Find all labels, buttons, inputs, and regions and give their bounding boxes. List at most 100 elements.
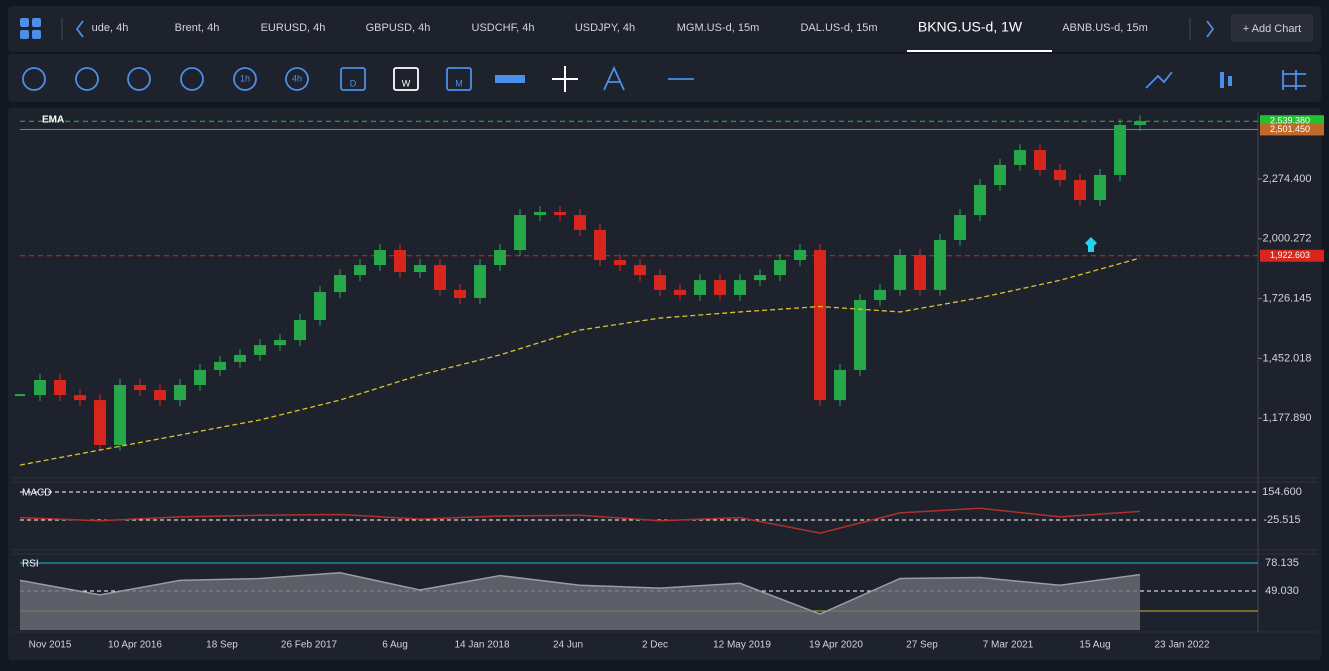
- add-chart-label[interactable]: + Add Chart: [1243, 23, 1301, 35]
- candle: [414, 265, 426, 273]
- toolbar-icon-label[interactable]: M: [455, 78, 463, 88]
- rsi-line: [19, 571, 1141, 615]
- add-chart-button[interactable]: [1231, 14, 1313, 42]
- candle: [174, 385, 186, 401]
- tab[interactable]: GBPUSD, 4h: [366, 22, 431, 34]
- price-level-box: [1260, 249, 1324, 262]
- y-tick-label: -25.515: [1263, 514, 1300, 526]
- x-tick-label: 2 Dec: [642, 640, 668, 651]
- candle: [874, 289, 886, 300]
- tab[interactable]: ABNB.US-d, 15m: [1062, 22, 1148, 34]
- tab[interactable]: EURUSD, 4h: [261, 22, 326, 34]
- candle: [434, 265, 446, 290]
- candle: [114, 385, 126, 446]
- candle: [194, 369, 206, 386]
- tabs-left[interactable]: [75, 20, 84, 38]
- candle: [994, 164, 1006, 185]
- tab[interactable]: DAL.US-d, 15m: [800, 22, 877, 34]
- indicator-label: EMA: [42, 115, 64, 126]
- candle: [254, 345, 266, 355]
- x-tick-label: 18 Sep: [206, 640, 238, 651]
- candle: [354, 265, 366, 276]
- candle: [94, 400, 106, 446]
- candle: [54, 380, 66, 396]
- candle: [314, 292, 326, 321]
- x-tick-label: 6 Aug: [382, 640, 408, 651]
- candle: [294, 320, 306, 341]
- tab[interactable]: USDCHF, 4h: [472, 22, 535, 34]
- candle: [1114, 124, 1126, 175]
- candle: [394, 249, 406, 273]
- candle: [154, 390, 166, 401]
- arrow-annotation: [1085, 237, 1097, 252]
- tab[interactable]: BKNG.US-d, 1W: [918, 19, 1023, 35]
- y-tick-label: 1,177.890: [1263, 412, 1312, 424]
- y-tick-label: 1,726.145: [1263, 293, 1312, 305]
- candle: [814, 249, 826, 401]
- candle: [514, 215, 526, 250]
- price-level-box: [1260, 123, 1324, 136]
- candle: [534, 212, 546, 216]
- candle: [1074, 179, 1086, 201]
- grid-icon[interactable]: [20, 18, 41, 39]
- candle: [734, 280, 746, 295]
- candle: [1054, 169, 1066, 180]
- y-tick-label: 2,000.272: [1263, 233, 1312, 245]
- candle: [654, 275, 666, 290]
- toolbar-icon-label[interactable]: 4h: [292, 73, 302, 83]
- candle: [134, 385, 146, 391]
- candle: [634, 265, 646, 276]
- candle: [574, 215, 586, 230]
- candle: [854, 299, 866, 370]
- candle: [894, 255, 906, 290]
- candle: [934, 239, 946, 290]
- x-tick-label: 14 Jan 2018: [454, 640, 509, 651]
- tab[interactable]: MGM.US-d, 15m: [677, 22, 760, 34]
- x-tick-label: 15 Aug: [1079, 640, 1110, 651]
- candle: [974, 184, 986, 216]
- x-tick-label: 26 Feb 2017: [281, 640, 338, 651]
- candle: [494, 249, 506, 266]
- tab[interactable]: Brent, 4h: [175, 22, 220, 34]
- toolbar-icons[interactable]: [22, 65, 1306, 92]
- candle: [214, 361, 226, 370]
- candle: [1094, 174, 1106, 201]
- candle: [1134, 121, 1146, 125]
- toolbar-icon-label[interactable]: W: [402, 78, 411, 88]
- candle: [1014, 150, 1026, 165]
- tab[interactable]: USDJPY, 4h: [575, 22, 635, 34]
- y-tick-label: 49.030: [1265, 585, 1299, 597]
- x-tick-label: 24 Jun: [553, 640, 583, 651]
- pane-title: MACD: [22, 488, 51, 499]
- candle: [834, 369, 846, 401]
- y-tick-label: 154.600: [1262, 486, 1302, 498]
- tab-bar: [8, 6, 1321, 52]
- candle: [614, 260, 626, 266]
- candle: [474, 265, 486, 298]
- y-tick-label: 78.135: [1265, 557, 1299, 569]
- pane-title: RSI: [22, 559, 39, 570]
- tabs-right[interactable]: [1206, 20, 1215, 38]
- candle: [794, 249, 806, 261]
- candle: [34, 380, 46, 396]
- candle: [1034, 150, 1046, 170]
- x-tick-label: 10 Apr 2016: [108, 640, 162, 651]
- candle: [334, 275, 346, 293]
- candle: [914, 255, 926, 290]
- candle: [594, 229, 606, 261]
- x-tick-label: 19 Apr 2020: [809, 640, 863, 651]
- price-level-label: 2,539.380: [1270, 116, 1310, 126]
- y-tick-label: 2,274.400: [1263, 173, 1312, 185]
- candle: [754, 275, 766, 281]
- toolbar: [8, 54, 1321, 102]
- tab[interactable]: ude, 4h: [92, 22, 129, 34]
- rsi-area: [20, 572, 1140, 630]
- candle: [674, 289, 686, 295]
- candle: [554, 212, 566, 216]
- x-tick-label: Nov 2015: [29, 640, 72, 651]
- candle: [374, 249, 386, 266]
- toolbar-icon-label[interactable]: 1h: [240, 73, 250, 83]
- toolbar-icon-label[interactable]: D: [350, 78, 357, 88]
